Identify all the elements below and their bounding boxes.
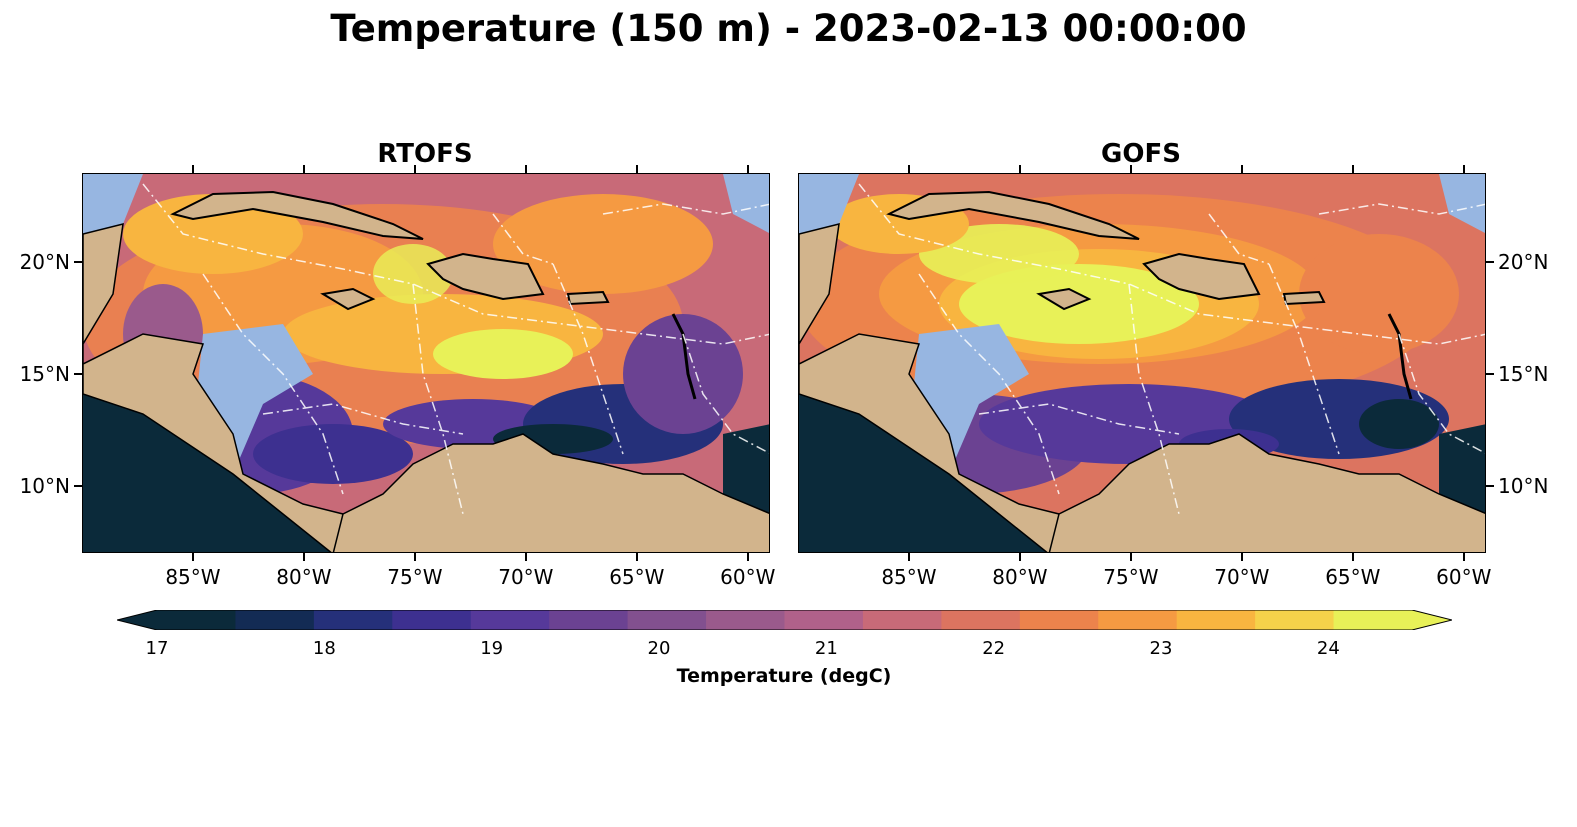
lat-label-left: 20°N (19, 250, 70, 275)
colorbar-segment (1098, 610, 1178, 630)
colorbar-extend-min (117, 610, 157, 630)
lon-label: 70°W (1214, 565, 1270, 589)
colorbar-tick-label: 19 (480, 638, 504, 659)
lon-label: 80°W (276, 565, 332, 589)
lat-label-left: 10°N (19, 473, 70, 498)
lon-tick-top (746, 165, 749, 173)
lon-tick (191, 553, 194, 561)
map-gofs (798, 173, 1486, 553)
colorbar-tick-label: 20 (647, 638, 671, 659)
colorbar-segment (627, 610, 707, 630)
colorbar-tick-label: 22 (982, 638, 1006, 659)
colorbar-extend-max (1412, 610, 1452, 630)
panel-title-rtofs: RTOFS (377, 139, 473, 169)
lon-tick-top (907, 165, 910, 173)
lon-tick-top (413, 165, 416, 173)
colorbar-segment (549, 610, 629, 630)
lon-label: 70°W (498, 565, 554, 589)
lon-label: 75°W (387, 565, 443, 589)
lon-tick (1240, 553, 1243, 561)
lon-tick (635, 553, 638, 561)
colorbar-segment (1176, 610, 1256, 630)
lat-tick (74, 484, 82, 487)
colorbar-segment (706, 610, 785, 630)
colorbar-segment (470, 610, 550, 630)
lon-tick-top (524, 165, 527, 173)
lon-tick-top (635, 165, 638, 173)
lon-tick (1129, 553, 1132, 561)
lat-tick (74, 373, 82, 376)
colorbar-title: Temperature (degC) (676, 665, 892, 687)
lat-tick (1486, 373, 1494, 376)
lat-tick (1486, 484, 1494, 487)
colorbar-segment (1019, 610, 1099, 630)
lon-tick-top (191, 165, 194, 173)
lon-tick-top (1129, 165, 1132, 173)
colorbar-tick-label: 17 (145, 638, 169, 659)
lon-tick-top (1462, 165, 1465, 173)
lat-tick (1486, 261, 1494, 264)
lon-tick (1018, 553, 1021, 561)
colorbar-tick-label: 23 (1149, 638, 1173, 659)
colorbar-tick-label: 21 (814, 638, 838, 659)
lon-tick (302, 553, 305, 561)
lon-label: 80°W (992, 565, 1048, 589)
lon-label: 60°W (720, 565, 776, 589)
lon-label: 75°W (1103, 565, 1159, 589)
colorbar-segment (235, 610, 315, 630)
colorbar-segment (941, 610, 1021, 630)
lon-label: 65°W (1325, 565, 1381, 589)
lon-tick (413, 553, 416, 561)
figure-title: Temperature (150 m) - 2023-02-13 00:00:0… (330, 7, 1247, 50)
lat-label-right: 20°N (1498, 250, 1549, 275)
lat-tick (74, 261, 82, 264)
panel-title-gofs: GOFS (1101, 139, 1181, 169)
colorbar-segment (392, 610, 472, 630)
colorbar-segment (313, 610, 393, 630)
colorbar (117, 610, 1452, 630)
lat-label-right: 10°N (1498, 473, 1549, 498)
lon-label: 85°W (881, 565, 937, 589)
colorbar-segment (1255, 610, 1335, 630)
colorbar-segment (1333, 610, 1413, 630)
lon-tick-top (1018, 165, 1021, 173)
lon-label: 85°W (165, 565, 221, 589)
lon-tick (524, 553, 527, 561)
lat-label-right: 15°N (1498, 362, 1549, 387)
lon-label: 60°W (1436, 565, 1492, 589)
colorbar-segment (862, 610, 942, 630)
lon-tick-top (1240, 165, 1243, 173)
colorbar-segment (784, 610, 864, 630)
lon-tick (907, 553, 910, 561)
colorbar-tick-label: 18 (312, 638, 336, 659)
map-rtofs (82, 173, 770, 553)
lon-label: 65°W (609, 565, 665, 589)
lon-tick (1462, 553, 1465, 561)
lon-tick (1351, 553, 1354, 561)
colorbar-tick-label: 24 (1316, 638, 1340, 659)
lon-tick (746, 553, 749, 561)
colorbar-segment (157, 610, 236, 630)
lon-tick-top (302, 165, 305, 173)
lon-tick-top (1351, 165, 1354, 173)
lat-label-left: 15°N (19, 362, 70, 387)
